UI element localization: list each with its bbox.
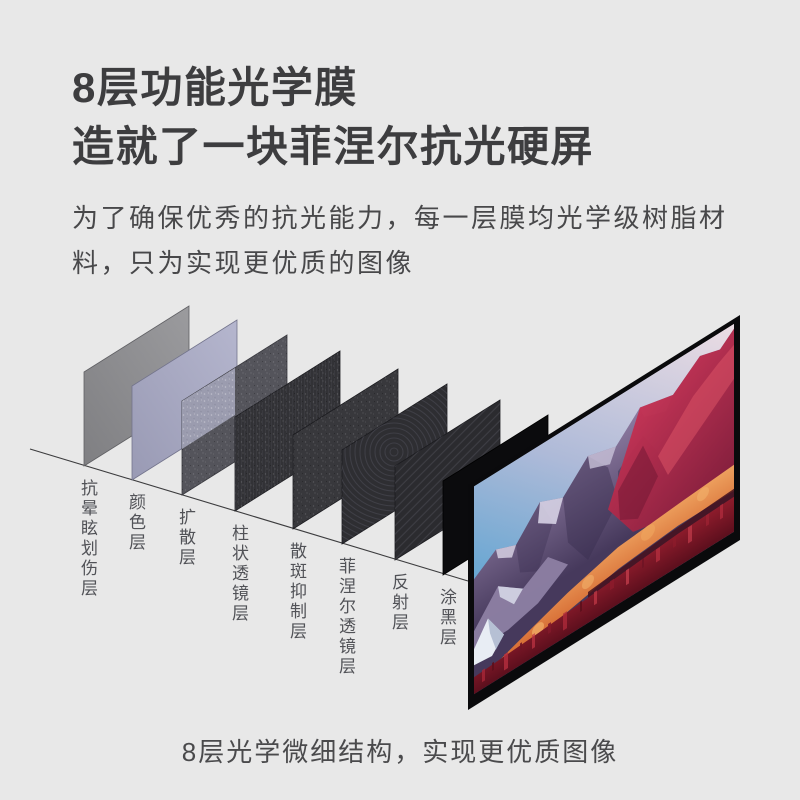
intro-paragraph: 为了确保优秀的抗光能力，每一层膜均光学级树脂材 料，只为实现更优质的图像	[72, 196, 728, 286]
layer-label-color: 颜色层	[126, 493, 145, 553]
layer-label-fresnel: 菲涅尔透镜层	[336, 557, 355, 677]
projection-screen	[468, 315, 740, 710]
layer-sheet-lenticular	[234, 350, 341, 512]
title-line-1: 8层功能光学膜	[72, 64, 358, 111]
screen-image	[474, 323, 734, 695]
bottom-caption: 8层光学微细结构，实现更优质图像	[181, 737, 619, 767]
layer-label-reflective: 反射层	[389, 573, 408, 633]
page-title: 8层功能光学膜 造就了一块菲涅尔抗光硬屏	[72, 58, 594, 176]
title-line-2: 造就了一块菲涅尔抗光硬屏	[72, 123, 595, 170]
layer-sheet-diffusion	[181, 334, 288, 496]
layer-label-blackened: 涂黑层	[437, 588, 456, 648]
layer-label-lenticular: 柱状透镜层	[229, 524, 248, 624]
layer-label-speckle-suppression: 散斑抑制层	[287, 542, 306, 642]
layer-label-diffusion: 扩散层	[176, 508, 195, 568]
intro-line-2: 料，只为实现更优质的图像	[72, 248, 415, 278]
intro-line-1: 为了确保优秀的抗光能力，每一层膜均光学级树脂材	[72, 203, 728, 233]
water-reflection-streaks	[482, 503, 723, 683]
layer-label-anti-glare: 抗晕眩划伤层	[78, 479, 97, 599]
